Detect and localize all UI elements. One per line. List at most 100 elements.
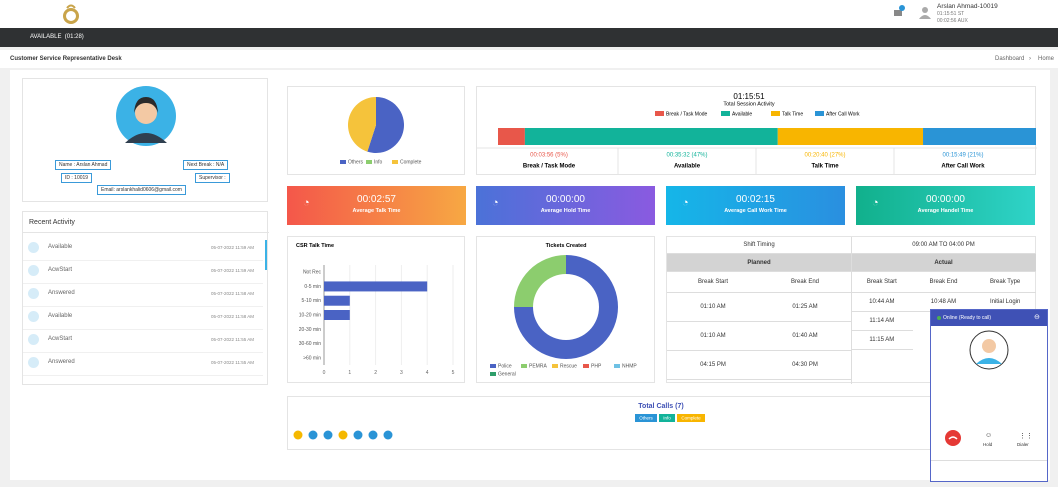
divider xyxy=(23,375,263,376)
table-cell: 11:15 AM xyxy=(851,331,913,350)
hangup-button[interactable] xyxy=(945,430,961,446)
hold-label[interactable]: Hold xyxy=(983,442,993,447)
kpi-icon: ◔ xyxy=(492,197,499,209)
y-tick-label: 20-30 min xyxy=(299,327,321,333)
bar-segment xyxy=(923,128,1036,145)
user-icon[interactable] xyxy=(918,5,932,19)
recent-activity-card: Recent Activity Available 05-07-2022 11:5… xyxy=(22,211,269,385)
hold-icon[interactable]: ☺ xyxy=(985,432,993,439)
tickets-card: Tickets Created Police PEMRA Rescue PHP NHMP G… xyxy=(476,236,655,383)
y-tick-label: 0-5 min xyxy=(304,284,321,290)
chart-title: CSR Talk Time xyxy=(296,243,334,249)
bar-segment xyxy=(777,128,924,145)
activity-time: 05-07-2022 11:59 AM xyxy=(211,268,254,273)
legend-swatch xyxy=(340,160,346,164)
dialer-icon[interactable]: ⋮⋮ xyxy=(1019,433,1033,440)
x-tick-label: 1 xyxy=(348,370,351,376)
y-tick-label: >60 min xyxy=(303,355,321,361)
value-label: 00:03:56 (5%) xyxy=(530,153,568,159)
minimize-button[interactable]: ⊖ xyxy=(1034,314,1040,321)
scrollbar[interactable] xyxy=(265,240,267,270)
kpi-card: ◔ 00:00:00 Average Handel Time xyxy=(856,186,1035,225)
profile-email: Email: arslankhalid0606@gmail.com xyxy=(97,185,186,195)
legend-chip xyxy=(677,414,705,422)
kpi-label: Average Handel Time xyxy=(917,208,974,214)
kpi-value: 00:02:57 xyxy=(357,194,396,205)
call-dot xyxy=(293,430,303,440)
legend-swatch xyxy=(614,364,620,368)
notification-icon[interactable] xyxy=(892,4,906,18)
call-dot xyxy=(308,430,318,440)
session-card: 01:15:51 Total Session Activity Break / Ta… xyxy=(476,86,1037,175)
legend-label: NHMP xyxy=(622,364,637,370)
legend-chip xyxy=(635,414,657,422)
legend-label: Break / Task Mode xyxy=(666,112,708,118)
activity-icon xyxy=(28,357,39,368)
y-tick-label: Not Rec xyxy=(303,270,322,276)
column-header: Break Type xyxy=(974,272,1036,293)
activity-label: Available xyxy=(48,313,73,319)
legend-swatch xyxy=(655,111,664,116)
legend-label: Complete xyxy=(400,160,422,166)
activity-label: Available xyxy=(48,244,73,250)
table-cell: 04:30 PM xyxy=(759,351,851,380)
legend-swatch xyxy=(490,364,496,368)
category-label: Available xyxy=(674,164,701,170)
legend-swatch xyxy=(721,111,730,116)
breadcrumb[interactable]: Dashboard xyxy=(995,56,1025,62)
legend-label: Info xyxy=(663,416,671,421)
category-label: Break / Task Mode xyxy=(523,164,576,170)
phone-header: Online (Ready to call) ⊖ xyxy=(931,310,1047,326)
legend-swatch xyxy=(815,111,824,116)
value-label: 00:35:32 (47%) xyxy=(666,153,707,159)
legend-label: PHP xyxy=(591,364,602,370)
avatar xyxy=(116,86,176,146)
x-tick-label: 0 xyxy=(323,370,326,376)
column-header: Break Start xyxy=(667,272,759,293)
group-header: Planned xyxy=(667,254,851,272)
pie-slice xyxy=(348,97,376,152)
x-tick-label: 5 xyxy=(452,370,455,376)
column-header: Break End xyxy=(912,272,975,293)
dialer-label[interactable]: Dialer xyxy=(1017,442,1029,447)
bar xyxy=(324,310,350,320)
breadcrumb[interactable]: Home xyxy=(1038,56,1055,62)
activity-time: 05-07-2022 11:58 AM xyxy=(211,314,254,319)
kpi-label: Average Hold Time xyxy=(540,208,591,214)
csr-chart: CSR Talk Time 0 1 2 3 4 5 Not Rec 0-5 min 5-10 mi… xyxy=(296,243,455,376)
activity-time: 05-07-2022 11:55 AM xyxy=(211,337,254,342)
category-label: Talk Time xyxy=(811,164,839,170)
category-label: After Call Work xyxy=(941,164,985,170)
x-tick-label: 3 xyxy=(400,370,403,376)
csr-card: CSR Talk Time 0 1 2 3 4 5 Not Rec 0-5 min 5-10 mi… xyxy=(287,236,465,383)
y-tick-label: 5-10 min xyxy=(302,298,322,304)
divider xyxy=(23,306,263,307)
activity-icon xyxy=(28,242,39,253)
legend-label: PEMRA xyxy=(529,364,547,370)
pie-slice xyxy=(514,255,618,359)
activity-label: AcwStart xyxy=(48,267,73,273)
kpi-value: 00:00:00 xyxy=(926,194,965,205)
table-cell: 01:10 AM xyxy=(667,322,759,351)
pie-slice xyxy=(514,255,566,307)
kpi-card: ◔ 00:00:00 Average Hold Time xyxy=(476,186,655,225)
legend-swatch xyxy=(392,160,398,164)
call-dot xyxy=(368,430,378,440)
group-header: Actual xyxy=(851,254,1036,272)
aux-time: 00:02:56 AUX xyxy=(937,18,968,24)
profile-card: Name : Arslan Ahmad Next Break : N/A ID … xyxy=(22,78,268,202)
kpi-icon: ◔ xyxy=(682,197,689,209)
chart-title: Tickets Created xyxy=(546,243,587,249)
kpi-value: 00:00:00 xyxy=(546,194,585,205)
divider xyxy=(23,352,263,353)
activity-label: Answered xyxy=(48,290,75,296)
call-dot xyxy=(323,430,333,440)
x-tick-label: 2 xyxy=(374,370,377,376)
session-title: Total Session Activity xyxy=(723,101,775,107)
divider xyxy=(23,232,269,233)
column-header: Break Start xyxy=(851,272,913,293)
legend-label: Complete xyxy=(681,416,701,421)
shift-range: 09:00 AM TO 04:00 PM xyxy=(851,237,1036,254)
bar xyxy=(324,281,428,292)
